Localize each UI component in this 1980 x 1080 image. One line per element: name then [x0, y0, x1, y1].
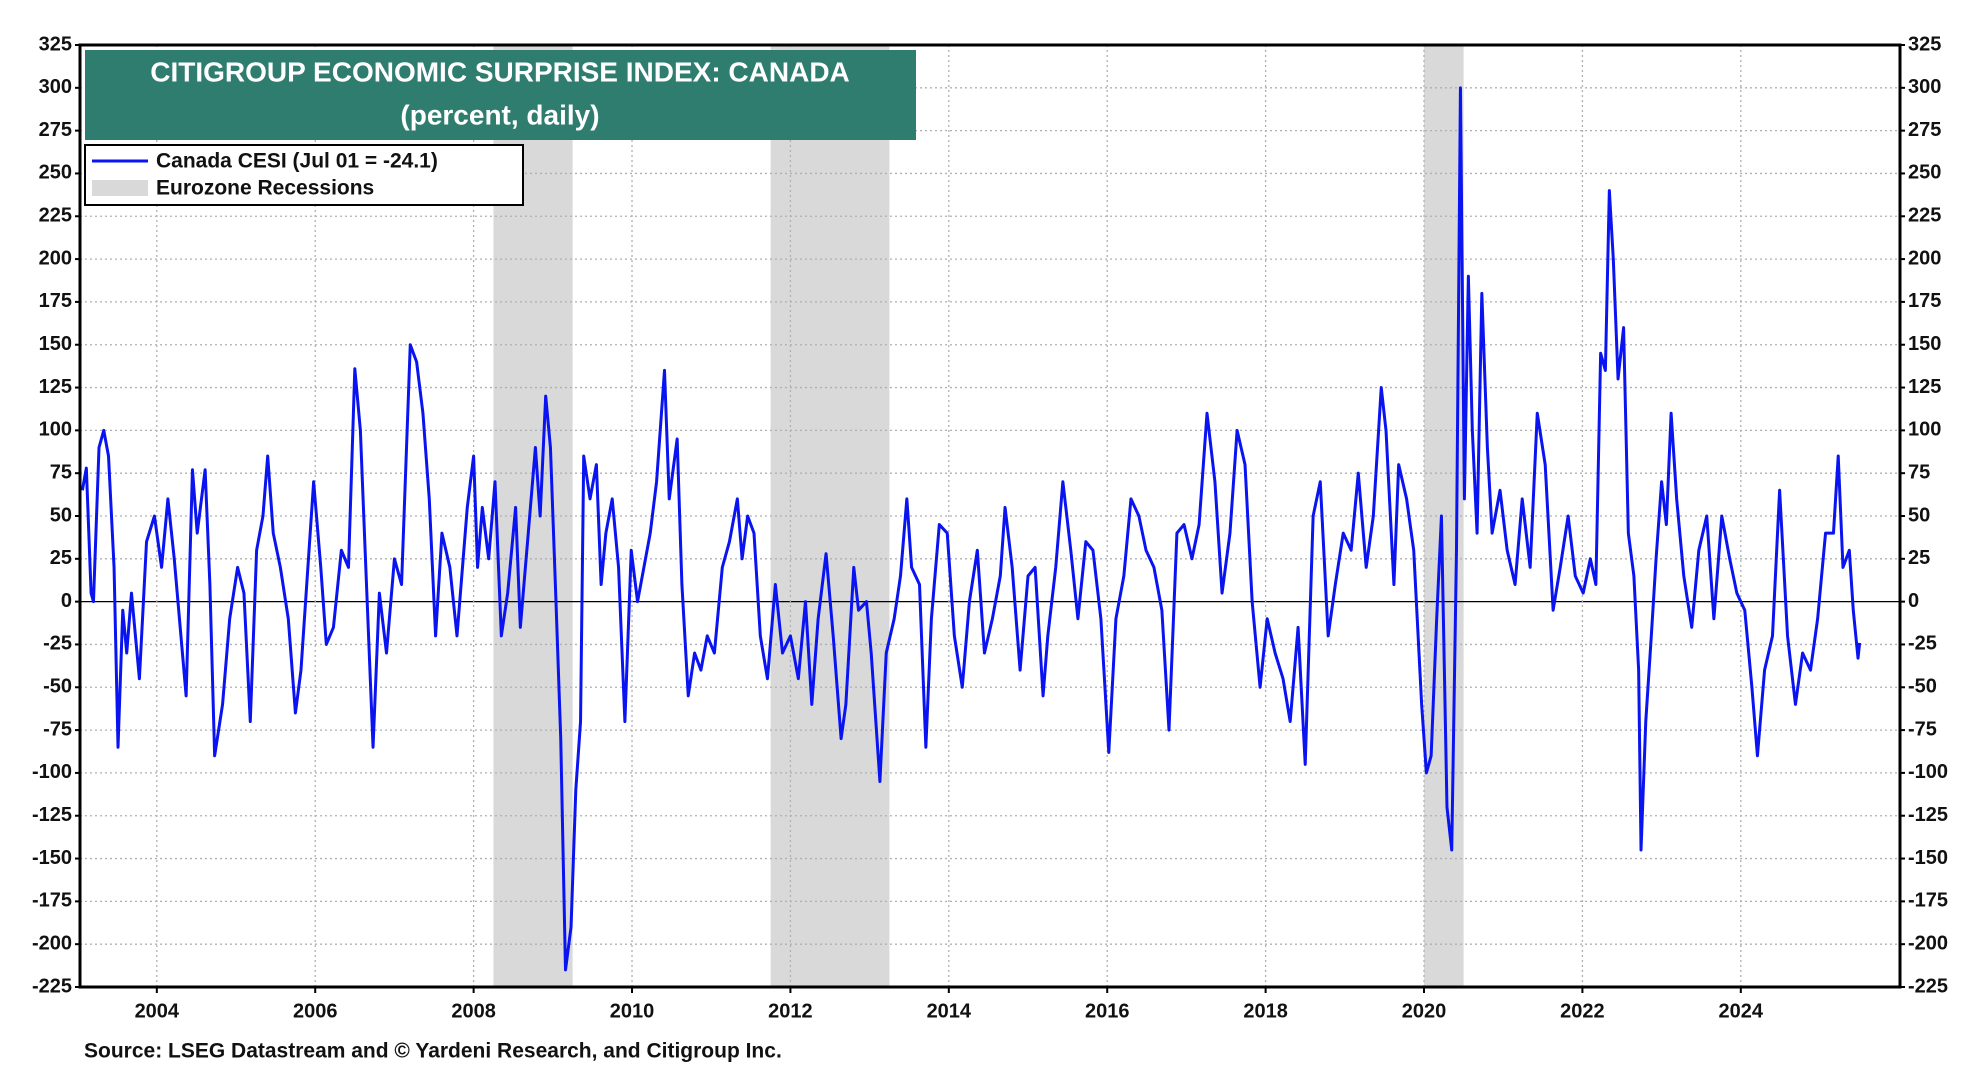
y2-tick-label: 75: [1908, 461, 1930, 483]
y2-tick-label: 50: [1908, 504, 1930, 526]
legend-box: [84, 144, 524, 206]
y2-tick-label: -225: [1908, 975, 1948, 997]
y-tick-label: -175: [32, 890, 72, 912]
y2-tick-label: -200: [1908, 932, 1948, 954]
y-tick-label: -50: [43, 676, 72, 698]
y-tick-label: -100: [32, 761, 72, 783]
y2-tick-label: 325: [1908, 33, 1941, 55]
y-tick-label: 225: [39, 205, 72, 227]
x-tick-label: 2024: [1719, 1000, 1764, 1022]
recession-layer: [493, 45, 1464, 987]
y2-tick-label: 125: [1908, 376, 1941, 398]
y2-tick-label: -150: [1908, 847, 1948, 869]
source-note: Source: LSEG Datastream and © Yardeni Re…: [84, 1040, 782, 1063]
legend-label: Canada CESI (Jul 01 = -24.1): [156, 150, 438, 173]
y2-tick-label: -25: [1908, 633, 1937, 655]
legend-swatch: [92, 180, 148, 196]
y2-tick-label: -175: [1908, 890, 1948, 912]
x-tick-label: 2022: [1560, 1000, 1605, 1022]
x-tick-label: 2020: [1402, 1000, 1447, 1022]
y-tick-label: 250: [39, 162, 72, 184]
y2-tick-label: -125: [1908, 804, 1948, 826]
y2-tick-label: -50: [1908, 676, 1937, 698]
x-tick-label: 2016: [1085, 1000, 1130, 1022]
y-tick-label: 50: [50, 504, 72, 526]
x-tick-label: 2008: [451, 1000, 496, 1022]
legend-label: Eurozone Recessions: [156, 177, 374, 200]
axis-layer: -225 -200 -175 -150 -125 -100 -75 -50 -25 0 25 50 75…: [32, 33, 1948, 1022]
y2-tick-label: -100: [1908, 761, 1948, 783]
y2-tick-label: 300: [1908, 76, 1941, 98]
y2-tick-label: 150: [1908, 333, 1941, 355]
y2-tick-label: 250: [1908, 162, 1941, 184]
y2-tick-label: 200: [1908, 247, 1941, 269]
x-tick-label: 2014: [927, 1000, 972, 1022]
y-tick-label: 300: [39, 76, 72, 98]
y-tick-label: -75: [43, 718, 72, 740]
x-tick-label: 2004: [135, 1000, 180, 1022]
y2-tick-label: 100: [1908, 419, 1941, 441]
y-tick-label: 0: [61, 590, 72, 612]
y-tick-label: 75: [50, 461, 72, 483]
y-tick-label: 175: [39, 290, 72, 312]
y2-tick-label: 275: [1908, 119, 1941, 141]
x-tick-label: 2018: [1243, 1000, 1288, 1022]
title-box: [85, 50, 916, 140]
y-tick-label: 200: [39, 247, 72, 269]
y-tick-label: 325: [39, 33, 72, 55]
y-tick-label: -150: [32, 847, 72, 869]
y2-tick-label: 0: [1908, 590, 1919, 612]
y-tick-label: -200: [32, 932, 72, 954]
chart-title: CITIGROUP ECONOMIC SURPRISE INDEX: CANAD…: [150, 56, 850, 87]
y2-tick-label: -75: [1908, 718, 1937, 740]
line-layer: [80, 86, 1862, 972]
y2-tick-label: 25: [1908, 547, 1930, 569]
y-tick-label: 100: [39, 419, 72, 441]
y-tick-label: -125: [32, 804, 72, 826]
chart-subtitle: (percent, daily): [400, 99, 599, 130]
y-tick-label: -25: [43, 633, 72, 655]
y2-tick-label: 225: [1908, 205, 1941, 227]
y-tick-label: 25: [50, 547, 72, 569]
y-tick-label: 275: [39, 119, 72, 141]
y-tick-label: 125: [39, 376, 72, 398]
series-line: [80, 86, 1862, 972]
y2-tick-label: 175: [1908, 290, 1941, 312]
x-tick-label: 2006: [293, 1000, 338, 1022]
x-tick-label: 2010: [610, 1000, 655, 1022]
y-tick-label: -225: [32, 975, 72, 997]
x-tick-label: 2012: [768, 1000, 813, 1022]
y-tick-label: 150: [39, 333, 72, 355]
